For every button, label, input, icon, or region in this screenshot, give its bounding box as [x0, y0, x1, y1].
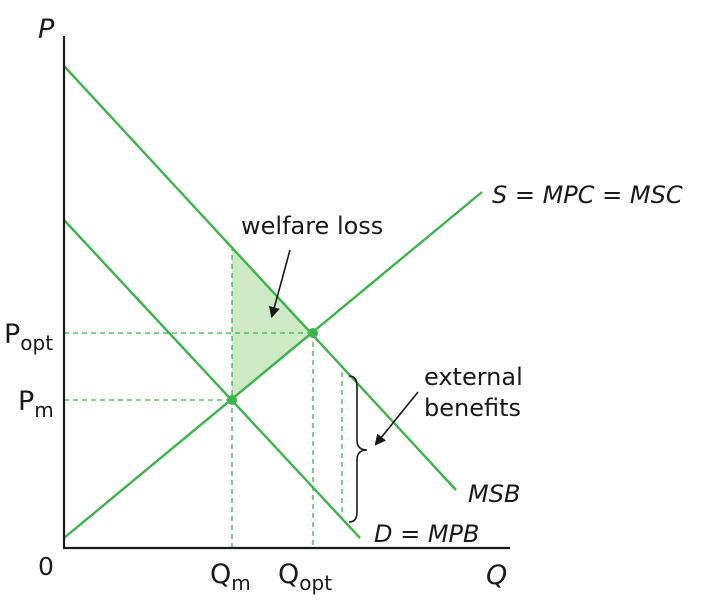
- demand-label: D = MPB: [374, 520, 480, 548]
- demand-curve: [63, 219, 361, 539]
- optimum-point: [308, 328, 318, 338]
- welfare-loss-label: welfare loss: [241, 212, 383, 240]
- y-axis-label: P: [38, 14, 55, 45]
- x-axis-label: Q: [486, 560, 507, 591]
- external-benefits-brace: [348, 375, 368, 523]
- welfare-loss-area: [232, 246, 313, 400]
- msb-curve: [63, 65, 457, 491]
- p-opt-label: Popt: [4, 319, 53, 355]
- supply-curve: [63, 191, 483, 539]
- external-benefits-arrow: [374, 391, 419, 446]
- msb-label: MSB: [468, 480, 520, 508]
- origin-label: 0: [38, 552, 54, 581]
- market-point: [227, 395, 237, 405]
- q-opt-label: Qopt: [278, 559, 332, 595]
- q-m-label: Qm: [210, 559, 251, 595]
- p-m-label: Pm: [18, 386, 54, 422]
- welfare-loss-arrow: [268, 249, 291, 319]
- supply-label: S = MPC = MSC: [492, 181, 683, 209]
- external-benefits-label: external benefits: [424, 363, 530, 422]
